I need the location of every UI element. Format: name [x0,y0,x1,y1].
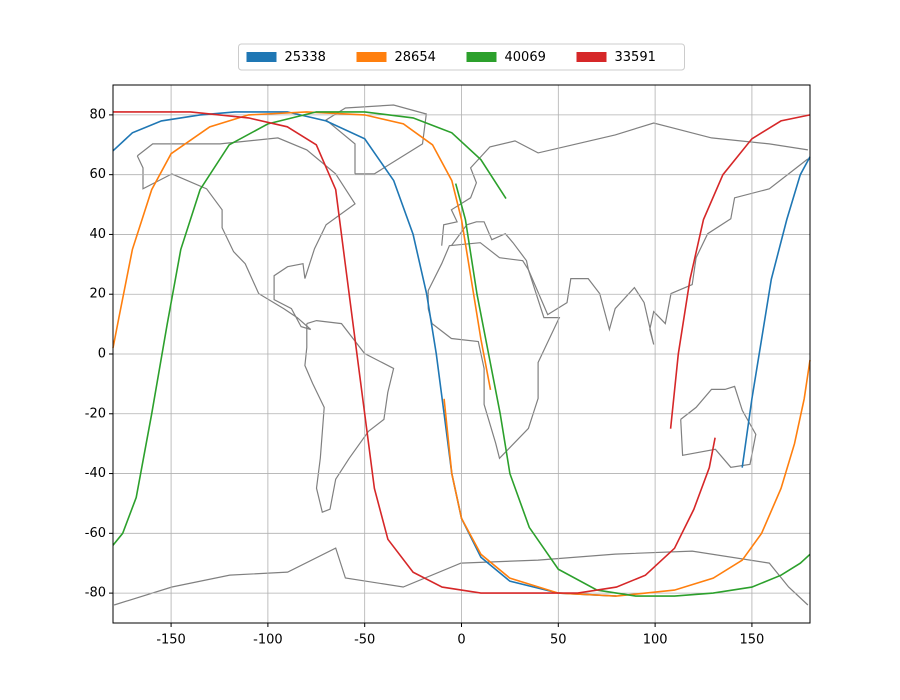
tracks [112,111,811,597]
y-tick-label: -80 [85,586,106,601]
x-tick-label: 150 [740,633,765,648]
legend-label: 28654 [395,50,436,65]
coastline [450,158,809,345]
legend-label: 33591 [615,50,656,65]
y-tick-label: 0 [98,347,106,362]
coastline [427,242,561,460]
legend-label: 25338 [285,50,326,65]
y-tick-label: 80 [89,107,106,122]
x-tick-label: 50 [550,633,567,648]
grid [113,85,810,623]
coastline [441,122,808,246]
coastline [325,104,427,175]
ground-track [112,111,811,597]
coastlines [113,104,809,606]
y-tick-label: -60 [85,526,106,541]
ground-track [112,111,811,597]
legend-box [238,43,685,71]
x-tick-label: -100 [253,633,283,648]
legend-label: 40069 [505,50,546,65]
legend-swatch [356,52,387,62]
x-tick-label: -150 [156,633,186,648]
y-tick-label: -40 [85,466,106,481]
y-tick-label: 40 [89,227,106,242]
y-tick-label: -20 [85,406,106,421]
y-tick-label: 20 [89,287,106,302]
legend: 25338 28654 40069 33591 [238,43,685,71]
y-tick-label: 60 [89,167,106,182]
x-tick-label: 100 [643,633,668,648]
coastline [136,137,356,331]
x-tick-label: 0 [457,633,465,648]
ground-track [112,111,811,597]
coastline [113,547,809,606]
legend-swatch [576,52,607,62]
legend-swatch [246,52,277,62]
ground-track [113,111,811,594]
x-tick-label: -50 [354,633,375,648]
legend-swatch [466,52,497,62]
